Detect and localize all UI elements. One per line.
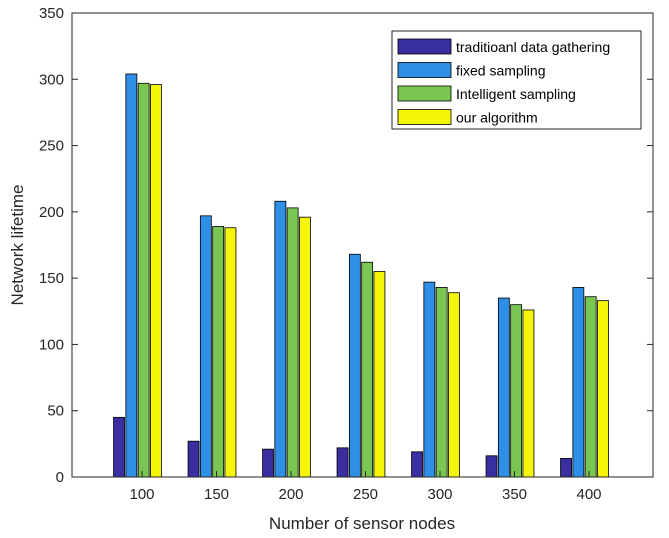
- bar-1-0: [125, 73, 138, 478]
- y-tick-label: 100: [39, 336, 64, 353]
- y-tick-label: 300: [39, 71, 64, 88]
- bar-3-6: [597, 300, 609, 478]
- bar-2-4: [435, 287, 448, 478]
- x-tick-label: 250: [353, 486, 378, 503]
- legend-swatch-0: [397, 38, 452, 55]
- bar-2-1: [212, 226, 225, 478]
- x-tick-label: 400: [576, 486, 601, 503]
- plot-frame: [71, 12, 654, 478]
- legend-label-1: fixed sampling: [456, 63, 546, 79]
- bar-0-3: [336, 447, 349, 478]
- bar-2-3: [361, 261, 374, 478]
- y-tick-label: 50: [47, 403, 64, 420]
- bar-0-0: [113, 416, 125, 478]
- bar-1-4: [423, 281, 436, 478]
- legend: traditioanl data gathering fixed sampling…: [391, 30, 642, 130]
- y-tick-label: 150: [39, 270, 64, 287]
- bar-3-4: [448, 292, 460, 478]
- bar-0-5: [485, 455, 498, 478]
- legend-swatch-2: [397, 85, 452, 102]
- bar-1-6: [572, 287, 585, 478]
- bar-1-3: [348, 253, 361, 478]
- x-tick-label: 100: [129, 486, 154, 503]
- bar-0-6: [560, 458, 572, 478]
- bar-3-2: [299, 216, 311, 478]
- y-tick-label: 250: [39, 138, 64, 155]
- bar-0-1: [187, 440, 200, 478]
- bar-3-1: [224, 227, 237, 478]
- x-tick-label: 200: [278, 486, 303, 503]
- bar-3-0: [150, 84, 162, 478]
- bar-2-0: [137, 82, 150, 478]
- bar-0-4: [411, 451, 423, 478]
- y-axis-label: Network lifetime: [8, 185, 27, 306]
- x-tick-label: 350: [502, 486, 527, 503]
- x-axis-ticks: 100 150 200 250 300 350 400: [129, 471, 602, 503]
- bar-1-1: [199, 215, 212, 478]
- bar-2-2: [286, 207, 299, 478]
- bar-1-5: [497, 297, 510, 478]
- bar-2-6: [584, 296, 597, 478]
- legend-label-0: traditioanl data gathering: [456, 39, 610, 55]
- bar-2-5: [510, 304, 523, 478]
- bar-3-3: [373, 271, 386, 478]
- x-tick-label: 150: [204, 486, 229, 503]
- bar-3-5: [522, 309, 535, 478]
- bar-0-2: [262, 448, 274, 478]
- x-axis-label: Number of sensor nodes: [269, 514, 455, 533]
- bar-1-2: [274, 200, 287, 478]
- y-tick-label: 200: [39, 204, 64, 221]
- legend-swatch-3: [397, 109, 452, 125]
- y-tick-label: 350: [39, 5, 64, 22]
- y-tick-label: 0: [56, 469, 64, 486]
- legend-swatch-1: [397, 62, 452, 78]
- legend-label-3: our algorithm: [456, 110, 538, 126]
- legend-label-2: Intelligent sampling: [456, 86, 576, 102]
- x-tick-label: 300: [427, 486, 452, 503]
